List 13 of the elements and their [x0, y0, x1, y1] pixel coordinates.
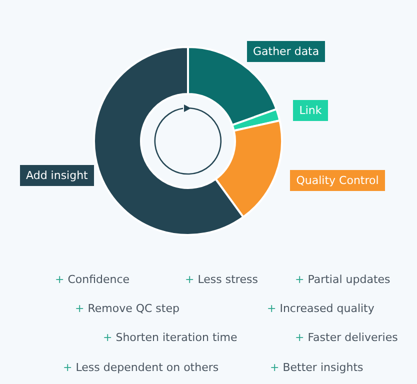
text: + Confidence: [55, 273, 130, 286]
text: + Less dependent on others: [63, 361, 219, 374]
text: + Increased quality: [267, 302, 374, 315]
text: + Shorten iteration time: [103, 331, 238, 344]
slice-label: Link: [293, 100, 328, 122]
text: + Partial updates: [295, 273, 390, 286]
text: + Less stress: [185, 273, 258, 286]
slice-label: Add insight: [20, 164, 94, 186]
text: + Faster deliveries: [295, 331, 398, 344]
slice-label: Quality Control: [290, 170, 385, 191]
text: + Better insights: [270, 361, 364, 374]
text: + Remove QC step: [75, 302, 180, 315]
slice-label: Gather data: [247, 41, 326, 62]
